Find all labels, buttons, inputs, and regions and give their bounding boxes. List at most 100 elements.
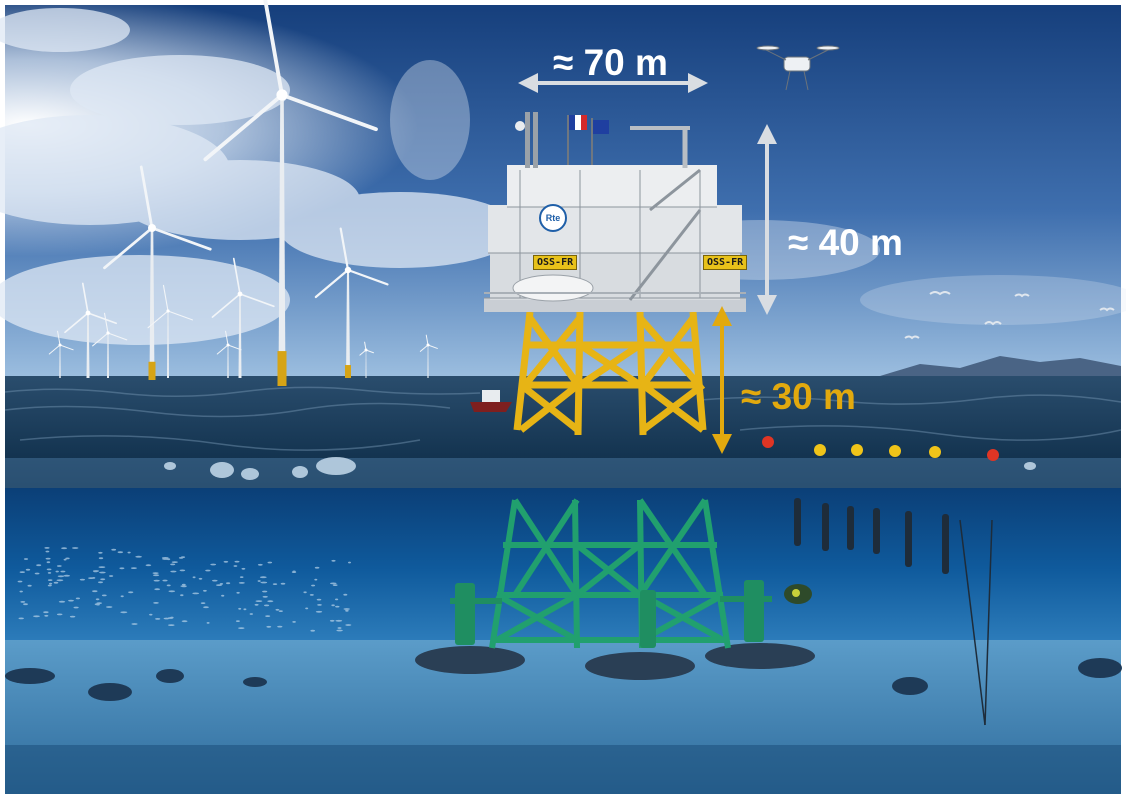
fish [99, 571, 106, 574]
fish [203, 589, 207, 592]
fish [311, 584, 316, 587]
scour-protection [415, 643, 815, 680]
fish [305, 607, 309, 610]
fish [257, 563, 263, 566]
fish [272, 583, 278, 585]
fish [96, 602, 102, 604]
fish [168, 590, 176, 593]
fish [335, 598, 339, 601]
width-dimension-label: ≈ 70 m [553, 42, 668, 83]
fish [63, 574, 70, 577]
jacket-piles [450, 580, 772, 648]
fish [153, 579, 160, 582]
fish [27, 584, 32, 587]
fish [259, 576, 267, 579]
fish [170, 570, 177, 573]
fish [314, 566, 320, 569]
fish [56, 565, 62, 567]
fish [336, 629, 343, 632]
platform-sign-left: OSS-FR [533, 255, 578, 270]
fish [180, 594, 184, 597]
fish [264, 604, 270, 607]
fish [260, 581, 268, 584]
fish [153, 602, 159, 604]
fish [166, 584, 171, 587]
underwater [5, 488, 1122, 794]
wind-turbine [359, 341, 375, 378]
wind-turbine [419, 334, 438, 378]
wind-turbine [314, 227, 389, 378]
fish [46, 561, 51, 564]
seagulls [904, 291, 1115, 340]
fish [17, 580, 23, 583]
fish [98, 566, 106, 568]
fish [98, 557, 104, 560]
fish [56, 613, 63, 616]
fish [348, 561, 351, 564]
fish [331, 604, 335, 607]
fish [235, 620, 240, 622]
fish [343, 593, 348, 596]
fish [335, 619, 343, 622]
fish [73, 606, 79, 609]
marker-buoys [762, 436, 999, 461]
french-flag-blue [569, 115, 575, 130]
fish [205, 569, 211, 572]
fish [72, 547, 79, 549]
wind-turbine [211, 257, 275, 378]
fish [106, 606, 113, 608]
fish [198, 577, 203, 580]
fish [206, 622, 210, 624]
fish [109, 575, 114, 577]
fish [23, 558, 29, 560]
fish [120, 611, 128, 614]
fish [34, 572, 40, 575]
fish [117, 551, 124, 554]
fish [267, 600, 274, 603]
fish [280, 582, 286, 585]
fish [60, 570, 66, 573]
fish [219, 583, 224, 585]
fish [92, 590, 98, 593]
fish [309, 594, 314, 596]
fish [119, 567, 125, 570]
seabed-rocks [5, 658, 1122, 701]
fish [238, 627, 245, 629]
fish [203, 606, 209, 609]
fish [236, 591, 240, 594]
fish [233, 565, 238, 567]
fish [61, 547, 68, 550]
fish [345, 624, 352, 626]
fish [255, 600, 263, 602]
jacket-above-water [513, 311, 707, 436]
fish [192, 576, 196, 579]
wind-farm [48, 0, 438, 386]
fish [226, 582, 231, 585]
fish [170, 563, 176, 566]
fish [155, 618, 161, 620]
fish [181, 620, 188, 623]
fish [171, 561, 178, 563]
fish [317, 604, 322, 606]
fish [337, 627, 342, 629]
fish [192, 592, 200, 595]
fish [179, 569, 186, 572]
fish [56, 579, 64, 582]
fish [200, 602, 206, 604]
fish [130, 567, 137, 569]
wind-turbine [216, 330, 242, 378]
fish [331, 559, 336, 562]
fish [33, 615, 40, 618]
fish [223, 560, 229, 563]
fish [181, 583, 186, 586]
fish [131, 623, 138, 625]
operator-logo: Rte [539, 204, 567, 232]
fish [275, 608, 280, 611]
fish [98, 551, 103, 554]
fish [135, 555, 142, 558]
fish [238, 582, 245, 584]
fish [47, 584, 52, 587]
fish [152, 572, 159, 574]
fish [168, 624, 175, 626]
